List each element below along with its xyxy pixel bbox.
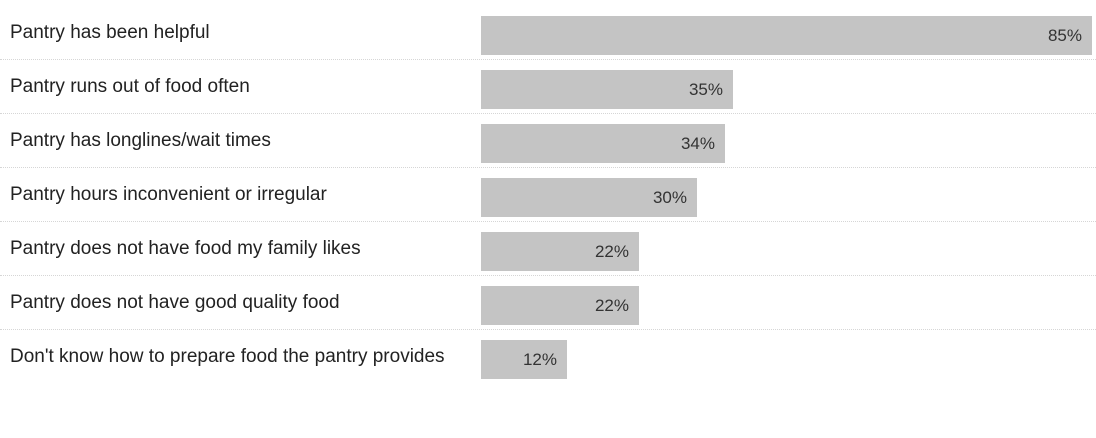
value-label: 22% <box>594 241 629 261</box>
bar: 22% <box>481 286 639 325</box>
chart-row: Don't know how to prepare food the pantr… <box>0 330 1096 384</box>
bar: 12% <box>481 340 567 379</box>
bar: 30% <box>481 178 697 217</box>
category-label: Pantry has been helpful <box>10 22 210 43</box>
category-label: Pantry has longlines/wait times <box>10 130 271 151</box>
row-divider <box>0 221 1096 222</box>
bar: 22% <box>481 232 639 271</box>
category-label: Pantry does not have good quality food <box>10 292 340 313</box>
category-label: Pantry does not have food my family like… <box>10 238 361 259</box>
bar: 85% <box>481 16 1092 55</box>
value-label: 85% <box>1047 25 1082 45</box>
value-label: 30% <box>652 187 687 207</box>
category-label: Don't know how to prepare food the pantr… <box>10 346 445 367</box>
chart-row: Pantry hours inconvenient or irregular 30… <box>0 168 1096 222</box>
chart-row: Pantry has longlines/wait times 34% <box>0 114 1096 168</box>
value-label: 35% <box>688 79 723 99</box>
bar: 34% <box>481 124 725 163</box>
value-label: 22% <box>594 295 629 315</box>
value-label: 34% <box>680 133 715 153</box>
category-label: Pantry runs out of food often <box>10 76 250 97</box>
chart-row: Pantry runs out of food often 35% <box>0 60 1096 114</box>
category-label: Pantry hours inconvenient or irregular <box>10 184 327 205</box>
bar: 35% <box>481 70 733 109</box>
chart-row: Pantry does not have good quality food 22… <box>0 276 1096 330</box>
row-divider <box>0 113 1096 114</box>
row-divider <box>0 275 1096 276</box>
value-label: 12% <box>522 349 557 369</box>
row-divider <box>0 59 1096 60</box>
row-divider <box>0 167 1096 168</box>
chart-row: Pantry has been helpful 85% <box>0 6 1096 60</box>
row-divider <box>0 329 1096 330</box>
chart-row: Pantry does not have food my family like… <box>0 222 1096 276</box>
